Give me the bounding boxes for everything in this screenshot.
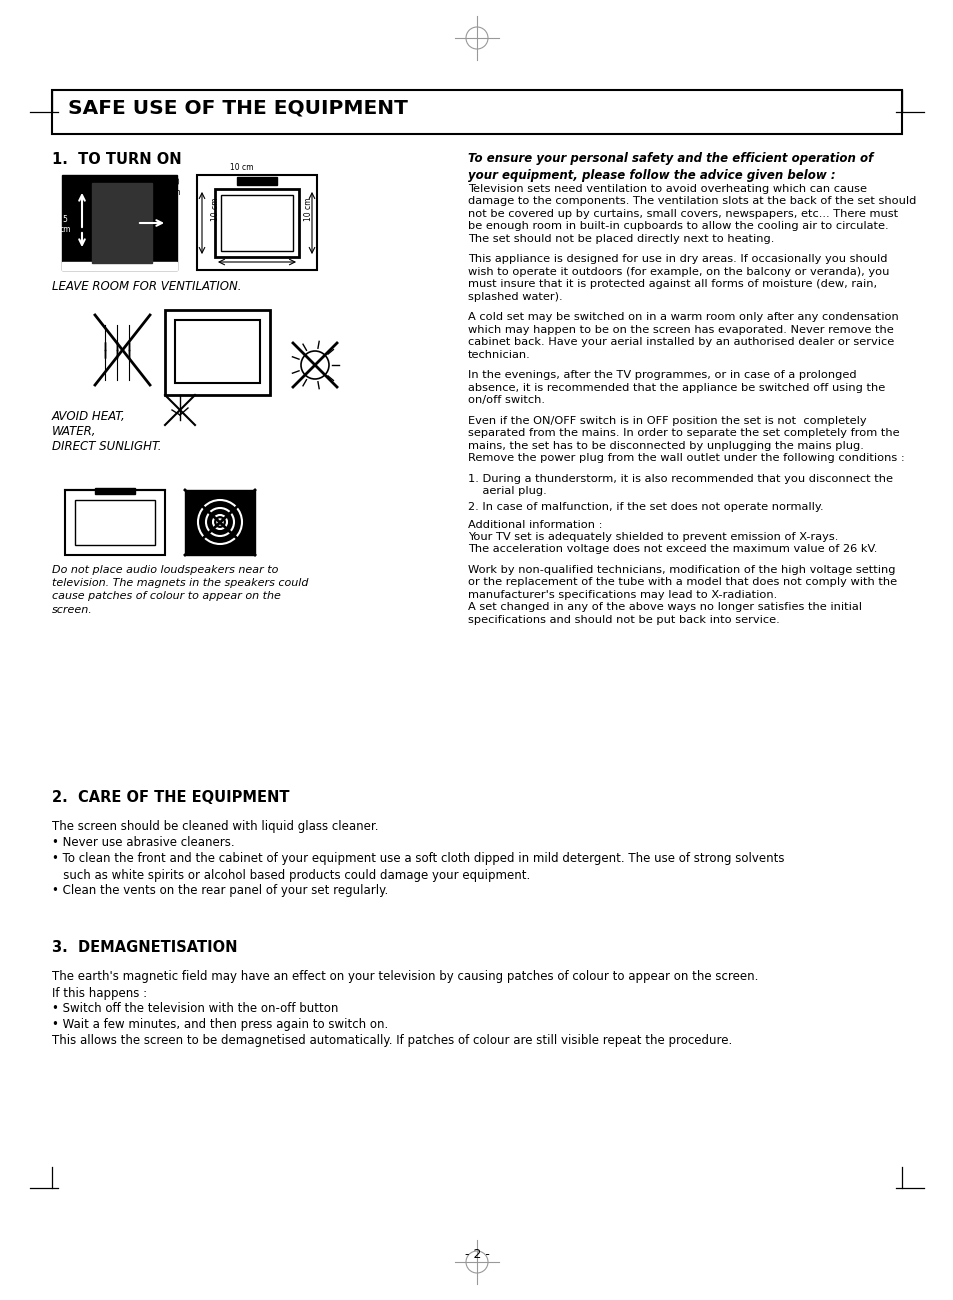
Text: Additional information :
Your TV set is adequately shielded to prevent emission : Additional information : Your TV set is … — [468, 520, 877, 554]
Bar — [62, 176, 177, 270]
Text: A cold set may be switched on in a warm room only after any condensation
which m: A cold set may be switched on in a warm … — [468, 312, 898, 360]
Text: The earth's magnetic field may have an effect on your television by causing patc: The earth's magnetic field may have an e… — [52, 970, 758, 1000]
Text: 10
cm: 10 cm — [170, 178, 181, 198]
Text: - 2 -: - 2 - — [464, 1248, 489, 1261]
Text: • Wait a few minutes, and then press again to switch on.: • Wait a few minutes, and then press aga… — [52, 1018, 388, 1031]
Circle shape — [216, 519, 223, 525]
Text: This allows the screen to be demagnetised automatically. If patches of colour ar: This allows the screen to be demagnetise… — [52, 1034, 732, 1046]
Bar — [185, 490, 254, 555]
Text: Do not place audio loudspeakers near to
television. The magnets in the speakers : Do not place audio loudspeakers near to … — [52, 566, 308, 615]
Text: 2. In case of malfunction, if the set does not operate normally.: 2. In case of malfunction, if the set do… — [468, 502, 822, 512]
Text: 3.  DEMAGNETISATION: 3. DEMAGNETISATION — [52, 940, 237, 956]
Text: SAFE USE OF THE EQUIPMENT: SAFE USE OF THE EQUIPMENT — [68, 98, 408, 117]
Bar — [62, 263, 177, 270]
Text: Work by non-qualified technicians, modification of the high voltage setting
or t: Work by non-qualified technicians, modif… — [468, 566, 896, 624]
Text: In the evenings, after the TV programmes, or in case of a prolonged
absence, it : In the evenings, after the TV programmes… — [468, 370, 884, 406]
Bar — [75, 500, 154, 545]
Text: 2.  CARE OF THE EQUIPMENT: 2. CARE OF THE EQUIPMENT — [52, 790, 289, 805]
Bar — [174, 320, 260, 384]
Text: • Switch off the television with the on-off button: • Switch off the television with the on-… — [52, 1002, 338, 1015]
Text: AVOID HEAT,
WATER,
DIRECT SUNLIGHT.: AVOID HEAT, WATER, DIRECT SUNLIGHT. — [52, 410, 161, 452]
Text: • Clean the vents on the rear panel of your set regularly.: • Clean the vents on the rear panel of y… — [52, 884, 388, 897]
Text: 1. During a thunderstorm, it is also recommended that you disconnect the
    aer: 1. During a thunderstorm, it is also rec… — [468, 474, 892, 497]
Text: Even if the ON/OFF switch is in OFF position the set is not  completely
separate: Even if the ON/OFF switch is in OFF posi… — [468, 416, 903, 463]
Bar — [65, 490, 165, 555]
Bar — [91, 183, 152, 263]
Text: Television sets need ventilation to avoid overheating which can cause
damage to : Television sets need ventilation to avoi… — [468, 185, 916, 243]
Text: • Never use abrasive cleaners.: • Never use abrasive cleaners. — [52, 836, 234, 849]
Text: 5
cm: 5 cm — [59, 214, 71, 234]
Bar — [52, 90, 901, 134]
Text: To ensure your personal safety and the efficient operation of
your equipment, pl: To ensure your personal safety and the e… — [468, 152, 872, 182]
Text: • To clean the front and the cabinet of your equipment use a soft cloth dipped i: • To clean the front and the cabinet of … — [52, 852, 783, 881]
Bar — [95, 488, 135, 494]
Text: 10 cm: 10 cm — [304, 198, 313, 221]
Text: The screen should be cleaned with liquid glass cleaner.: The screen should be cleaned with liquid… — [52, 820, 378, 833]
Text: 10 cm: 10 cm — [211, 198, 220, 221]
Bar — [236, 177, 276, 185]
Text: LEAVE ROOM FOR VENTILATION.: LEAVE ROOM FOR VENTILATION. — [52, 280, 241, 292]
Bar — [221, 195, 293, 251]
Bar — [214, 188, 298, 257]
Text: 1.  TO TURN ON: 1. TO TURN ON — [52, 152, 181, 166]
Bar — [196, 176, 316, 270]
Text: This appliance is designed for use in dry areas. If occasionally you should
wish: This appliance is designed for use in dr… — [468, 255, 888, 302]
Bar — [165, 309, 270, 395]
Text: 10 cm: 10 cm — [230, 162, 253, 172]
